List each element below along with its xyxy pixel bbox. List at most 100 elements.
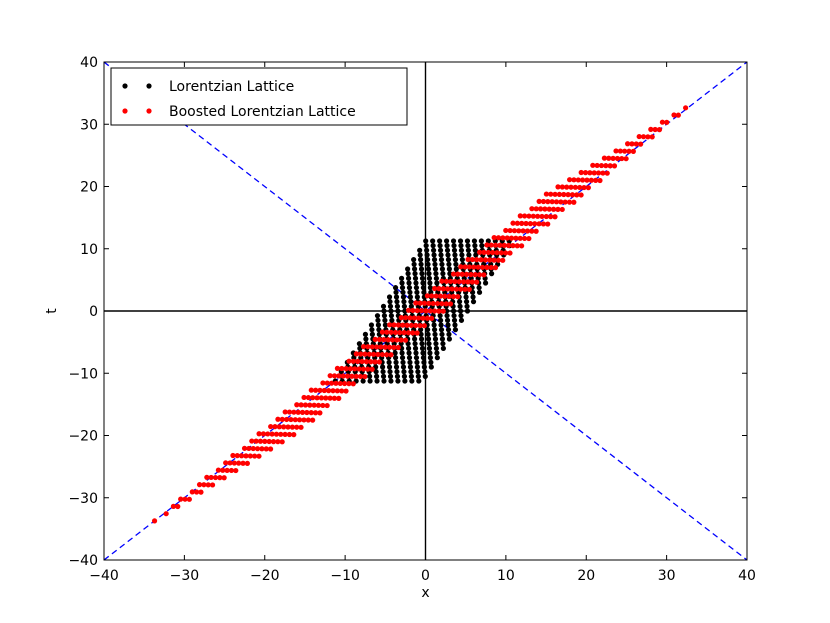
lorentzian-lattice-point (382, 317, 388, 323)
lorentzian-lattice-point (458, 247, 465, 253)
lorentzian-lattice-point (380, 373, 387, 379)
y-tick-label: 10 (80, 242, 98, 258)
boosted-lorentzian-lattice-point (495, 257, 502, 263)
boosted-lorentzian-lattice-point (391, 322, 397, 328)
boosted-lorentzian-lattice-point (505, 242, 512, 249)
lorentzian-lattice-point (393, 294, 400, 300)
boosted-lorentzian-lattice-point (571, 177, 577, 183)
boosted-lorentzian-lattice-point (636, 133, 642, 140)
lorentzian-lattice-point (433, 271, 439, 277)
boosted-lorentzian-lattice-point (458, 264, 464, 270)
boosted-lorentzian-lattice-point (517, 235, 523, 241)
lorentzian-lattice-point (407, 364, 414, 370)
legend: Lorentzian Lattice Boosted Lorentzian La… (110, 67, 408, 126)
boosted-lorentzian-lattice-point (478, 257, 484, 263)
lorentzian-lattice-point (388, 378, 394, 384)
lorentzian-lattice-point (424, 252, 430, 258)
boosted-lorentzian-lattice-point (542, 206, 548, 212)
boosted-lorentzian-lattice-point (304, 409, 310, 416)
lorentzian-lattice-point (408, 303, 414, 309)
y-tick-label: −10 (68, 366, 98, 382)
boosted-lorentzian-lattice-point (603, 163, 609, 169)
boosted-lorentzian-lattice-point (607, 163, 613, 169)
boosted-lorentzian-lattice-point (170, 503, 177, 509)
boosted-lorentzian-lattice-point (421, 323, 427, 329)
boosted-lorentzian-lattice-point (368, 359, 374, 365)
boosted-lorentzian-lattice-point (439, 301, 445, 307)
lorentzian-lattice-point (453, 266, 459, 272)
boosted-lorentzian-lattice-point (597, 177, 603, 184)
lorentzian-lattice-point (444, 317, 451, 323)
boosted-lorentzian-lattice-point (527, 221, 533, 227)
boosted-lorentzian-lattice-point (357, 373, 364, 380)
boosted-lorentzian-lattice-point (346, 358, 352, 364)
lorentzian-lattice-point (394, 299, 400, 305)
lorentzian-lattice-point (418, 261, 424, 267)
boosted-lorentzian-lattice-point (458, 286, 464, 292)
boosted-lorentzian-lattice-point (516, 228, 522, 234)
lorentzian-lattice-point (465, 247, 471, 253)
boosted-lorentzian-lattice-point (362, 351, 368, 357)
lorentzian-lattice-point (388, 308, 394, 314)
boosted-lorentzian-lattice-point (416, 315, 422, 321)
boosted-lorentzian-lattice-point (656, 127, 663, 133)
boosted-lorentzian-lattice-point (244, 460, 250, 466)
boosted-lorentzian-lattice-point (484, 242, 490, 248)
boosted-lorentzian-lattice-point (404, 322, 410, 328)
lorentzian-lattice-point (360, 378, 366, 384)
lorentzian-lattice-point (464, 303, 470, 309)
boosted-lorentzian-lattice-point (334, 365, 341, 371)
lorentzian-lattice-point (408, 299, 414, 305)
boosted-lorentzian-lattice-point (295, 409, 301, 415)
legend-marker-red-left (122, 108, 128, 114)
boosted-lorentzian-lattice-point (633, 141, 639, 147)
boosted-lorentzian-lattice-point (310, 417, 316, 423)
lorentzian-lattice-point (399, 350, 405, 356)
boosted-lorentzian-lattice-point (308, 387, 314, 393)
boosted-lorentzian-lattice-point (324, 380, 330, 386)
boosted-lorentzian-lattice-point (472, 272, 478, 278)
boosted-lorentzian-lattice-point (282, 431, 288, 438)
boosted-lorentzian-lattice-point (529, 206, 535, 212)
lorentzian-lattice-point (450, 308, 457, 314)
boosted-lorentzian-lattice-point (275, 416, 281, 422)
boosted-lorentzian-lattice-point (517, 213, 523, 219)
boosted-lorentzian-lattice-point (595, 170, 602, 176)
boosted-lorentzian-lattice-point (536, 198, 542, 204)
boosted-lorentzian-lattice-point (463, 271, 470, 277)
lorentzian-lattice-point (452, 252, 458, 258)
boosted-lorentzian-lattice-point (474, 257, 480, 263)
boosted-lorentzian-lattice-point (417, 300, 423, 306)
boosted-lorentzian-lattice-point (442, 293, 448, 299)
legend-marker-red-right (146, 108, 152, 114)
lorentzian-lattice-point (416, 378, 422, 384)
lorentzian-lattice-point (417, 252, 423, 258)
boosted-lorentzian-lattice-point (500, 257, 506, 263)
boosted-lorentzian-lattice-point (308, 410, 314, 416)
x-tick-label: 0 (421, 568, 430, 584)
boosted-lorentzian-lattice-point (488, 264, 494, 271)
lorentzian-lattice-point (427, 285, 433, 291)
boosted-lorentzian-lattice-point (204, 474, 210, 480)
lorentzian-lattice-point (443, 238, 450, 244)
boosted-lorentzian-lattice-point (420, 315, 426, 321)
lorentzian-lattice-point (431, 322, 437, 328)
boosted-lorentzian-lattice-point (314, 395, 320, 401)
boosted-lorentzian-lattice-point (659, 119, 666, 125)
boosted-lorentzian-lattice-point (366, 351, 372, 357)
lorentzian-lattice-point (463, 294, 469, 300)
boosted-lorentzian-lattice-point (382, 344, 388, 350)
boosted-lorentzian-lattice-point (495, 235, 502, 241)
legend-box (110, 67, 408, 126)
boosted-lorentzian-lattice-point (234, 453, 240, 459)
boosted-lorentzian-lattice-point (481, 249, 487, 255)
boosted-lorentzian-lattice-point (432, 285, 438, 292)
boosted-lorentzian-lattice-point (585, 185, 591, 191)
boosted-lorentzian-lattice-point (288, 416, 294, 423)
boosted-lorentzian-lattice-point (510, 220, 516, 226)
lorentzian-lattice-point (382, 322, 388, 328)
lorentzian-lattice-point (375, 317, 381, 323)
boosted-lorentzian-lattice-point (569, 192, 576, 198)
lorentzian-lattice-point (440, 271, 446, 277)
boosted-lorentzian-lattice-point (530, 213, 536, 219)
